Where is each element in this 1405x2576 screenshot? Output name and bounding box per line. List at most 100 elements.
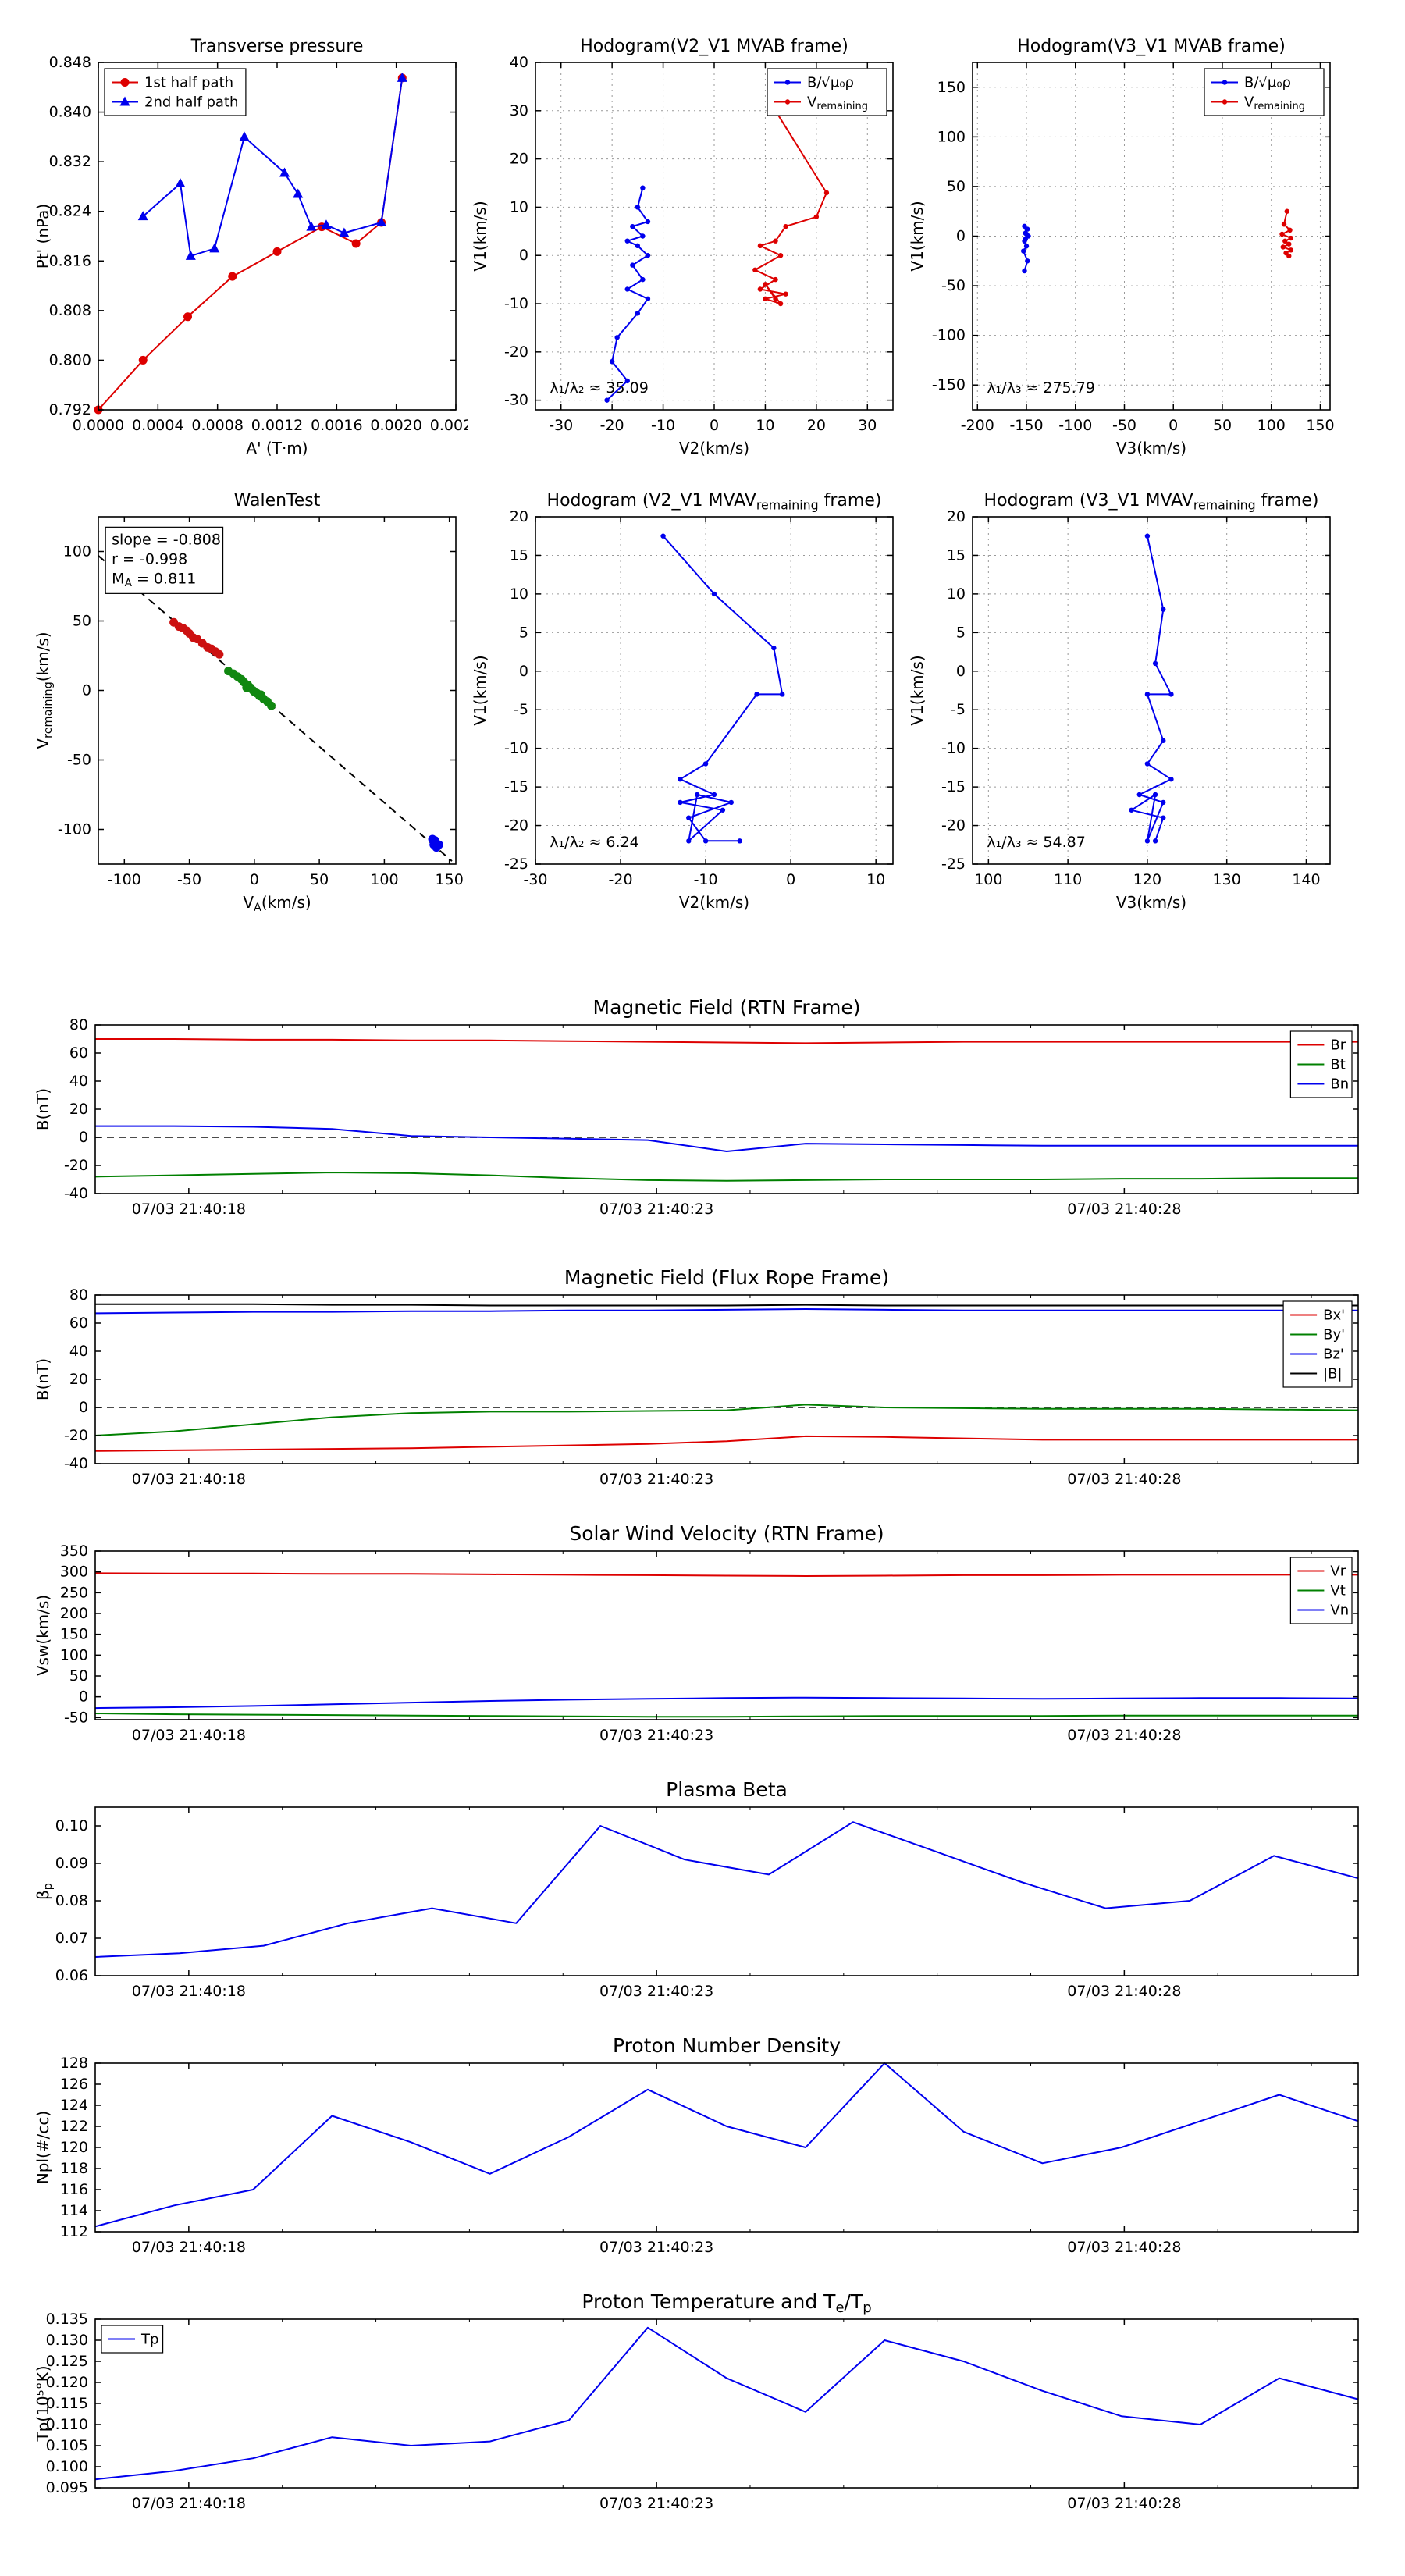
svg-text:07/03 21:40:23: 07/03 21:40:23 <box>599 1201 713 1218</box>
svg-text:20: 20 <box>947 508 966 525</box>
svg-text:Magnetic Field (RTN Frame): Magnetic Field (RTN Frame) <box>593 996 861 1019</box>
svg-text:15: 15 <box>947 546 966 564</box>
svg-text:A' (T·m): A' (T·m) <box>246 439 308 457</box>
svg-text:WalenTest: WalenTest <box>234 491 321 511</box>
svg-text:10: 10 <box>510 198 528 215</box>
svg-text:-50: -50 <box>64 1709 88 1726</box>
magnetic-field-flux-rope-chart: 07/03 21:40:18 07/03 21:40:23 07/03 21:40:… <box>34 1266 1359 1488</box>
svg-text:0.0008: 0.0008 <box>191 417 243 434</box>
svg-text:15: 15 <box>510 546 528 564</box>
svg-text:114: 114 <box>60 2202 88 2219</box>
svg-text:Bz': Bz' <box>1323 1347 1344 1363</box>
svg-text:07/03 21:40:28: 07/03 21:40:28 <box>1067 1983 1181 2000</box>
svg-text:Proton Temperature and Te/Tp: Proton Temperature and Te/Tp <box>582 2290 871 2316</box>
svg-text:126: 126 <box>60 2076 88 2093</box>
svg-text:-50: -50 <box>177 871 201 888</box>
svg-text:100: 100 <box>63 543 91 560</box>
svg-text:100: 100 <box>974 871 1002 888</box>
svg-text:0.0016: 0.0016 <box>311 417 362 434</box>
svg-text:Vt: Vt <box>1330 1583 1345 1599</box>
svg-text:0.10: 0.10 <box>55 1817 88 1834</box>
svg-text:0.840: 0.840 <box>49 104 91 121</box>
svg-text:20: 20 <box>510 151 528 168</box>
svg-text:Bx': Bx' <box>1323 1308 1345 1324</box>
svg-text:300: 300 <box>60 1564 88 1581</box>
panel-transverse-pressure: 0.0000 0.0004 0.0008 0.0012 0.0016 0.0020 0.00… <box>31 22 468 463</box>
svg-text:Tp: Tp <box>140 2332 158 2348</box>
svg-text:Bt: Bt <box>1330 1057 1345 1073</box>
svg-text:112: 112 <box>60 2223 88 2240</box>
svg-text:0.100: 0.100 <box>46 2458 88 2475</box>
panel-proton-number-density: 07/03 21:40:18 07/03 21:40:23 07/03 21:40:… <box>31 2027 1371 2268</box>
panel-proton-temperature: 07/03 21:40:18 07/03 21:40:23 07/03 21:40:… <box>31 2283 1371 2524</box>
svg-text:0.09: 0.09 <box>55 1855 88 1872</box>
svg-text:Vremaining: Vremaining <box>1244 94 1305 113</box>
svg-text:V1(km/s): V1(km/s) <box>908 655 927 725</box>
hodogram-v3-v1-mvab-chart: -200 -150 -100 -50 0 50 100 150 -150 -100 -50 0 50 10… <box>908 37 1335 457</box>
svg-text:Vremaining: Vremaining <box>807 94 868 113</box>
svg-text:V2(km/s): V2(km/s) <box>679 439 749 457</box>
svg-text:B(nT): B(nT) <box>34 1088 52 1130</box>
svg-text:Vn: Vn <box>1330 1603 1349 1619</box>
svg-text:Vremaining(km/s): Vremaining(km/s) <box>34 632 55 749</box>
svg-text:-30: -30 <box>504 392 528 409</box>
svg-text:0: 0 <box>79 1129 88 1146</box>
svg-text:07/03 21:40:23: 07/03 21:40:23 <box>599 1471 713 1488</box>
svg-text:r = -0.998: r = -0.998 <box>112 550 187 568</box>
svg-text:100: 100 <box>937 128 966 145</box>
svg-text:-150: -150 <box>1009 417 1043 434</box>
panel-magnetic-field-rtn: 07/03 21:40:18 07/03 21:40:23 07/03 21:40:… <box>31 989 1371 1229</box>
panel-magnetic-field-flux-rope: 07/03 21:40:18 07/03 21:40:23 07/03 21:40:… <box>31 1259 1371 1500</box>
svg-text:0.110: 0.110 <box>46 2416 88 2433</box>
svg-text:10: 10 <box>866 871 885 888</box>
svg-text:0: 0 <box>250 871 259 888</box>
svg-text:128: 128 <box>60 2055 88 2072</box>
svg-text:110: 110 <box>1054 871 1082 888</box>
svg-text:-100: -100 <box>1058 417 1092 434</box>
svg-text:350: 350 <box>60 1542 88 1560</box>
svg-text:λ₁/λ₂ ≈ 35.09: λ₁/λ₂ ≈ 35.09 <box>550 379 649 397</box>
svg-text:250: 250 <box>60 1584 88 1601</box>
svg-text:-20: -20 <box>64 1427 88 1444</box>
svg-text:150: 150 <box>1306 417 1334 434</box>
svg-text:V1(km/s): V1(km/s) <box>471 655 489 725</box>
panel-hodogram-v3-v1-mvab: -200 -150 -100 -50 0 50 100 150 -150 -100 -50 0 50 10… <box>905 22 1343 463</box>
svg-text:-10: -10 <box>941 740 966 757</box>
svg-text:0.130: 0.130 <box>46 2332 88 2349</box>
svg-text:2nd half path: 2nd half path <box>144 94 238 111</box>
panel-walen-test: -100 -50 0 50 100 150 -100 -50 0 50 100 WalenTest VA… <box>31 476 468 917</box>
panel-hodogram-v3-v1-mvav: 100 110 120 130 140 -25 -20 -15 -10 -5 0 5 10 15 20 Hod… <box>905 476 1343 917</box>
svg-text:0: 0 <box>786 871 795 888</box>
svg-text:07/03 21:40:23: 07/03 21:40:23 <box>599 2495 713 2512</box>
svg-text:07/03 21:40:18: 07/03 21:40:18 <box>132 2239 246 2256</box>
svg-text:07/03 21:40:23: 07/03 21:40:23 <box>599 1983 713 2000</box>
svg-text:0.0000: 0.0000 <box>73 417 124 434</box>
hodogram-v3-v1-mvav-chart: 100 110 120 130 140 -25 -20 -15 -10 -5 0 5 10 15 20 Hod… <box>908 491 1331 912</box>
plasma-beta-chart: 07/03 21:40:18 07/03 21:40:23 07/03 21:40:… <box>34 1778 1359 2000</box>
svg-text:200: 200 <box>60 1605 88 1622</box>
svg-text:124: 124 <box>60 2097 88 2114</box>
svg-text:Transverse pressure: Transverse pressure <box>190 37 364 56</box>
svg-text:20: 20 <box>807 417 826 434</box>
solar-wind-velocity-rtn-chart: 07/03 21:40:18 07/03 21:40:23 07/03 21:40:… <box>34 1522 1359 1744</box>
svg-text:0.115: 0.115 <box>46 2395 88 2412</box>
svg-text:120: 120 <box>1133 871 1161 888</box>
svg-text:-100: -100 <box>108 871 141 888</box>
magnetic-field-rtn-chart: 07/03 21:40:18 07/03 21:40:23 07/03 21:40:… <box>34 996 1359 1218</box>
svg-text:λ₁/λ₃ ≈ 54.87: λ₁/λ₃ ≈ 54.87 <box>987 834 1086 851</box>
svg-text:B(nT): B(nT) <box>34 1358 52 1400</box>
walen-test-chart: -100 -50 0 50 100 150 -100 -50 0 50 100 WalenTest VA… <box>34 491 464 914</box>
svg-text:-20: -20 <box>941 817 966 834</box>
svg-text:λ₁/λ₃ ≈ 275.79: λ₁/λ₃ ≈ 275.79 <box>987 379 1095 397</box>
svg-text:5: 5 <box>956 624 966 641</box>
svg-text:0: 0 <box>956 228 966 245</box>
svg-text:120: 120 <box>60 2139 88 2156</box>
svg-text:Vsw(km/s): Vsw(km/s) <box>34 1595 52 1676</box>
svg-text:-20: -20 <box>600 417 624 434</box>
svg-text:-20: -20 <box>504 343 528 361</box>
svg-text:-25: -25 <box>941 856 966 873</box>
svg-text:10: 10 <box>756 417 774 434</box>
svg-text:0.125: 0.125 <box>46 2353 88 2370</box>
svg-text:0.06: 0.06 <box>55 1967 88 1984</box>
svg-text:0.0020: 0.0020 <box>370 417 422 434</box>
